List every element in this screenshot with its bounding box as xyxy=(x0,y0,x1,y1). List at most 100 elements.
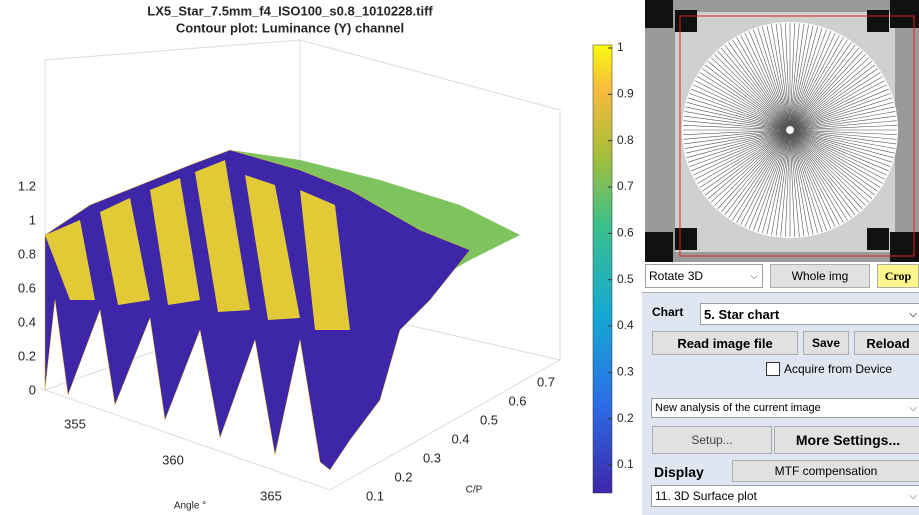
cp-axis-label: C/P xyxy=(466,485,483,496)
spoke xyxy=(792,64,876,128)
spoke xyxy=(736,133,789,223)
spoke xyxy=(717,50,788,128)
spoke xyxy=(762,26,790,127)
spoke xyxy=(704,64,788,128)
crop-frame xyxy=(679,15,915,257)
spoke xyxy=(687,97,787,130)
acquire-checkbox[interactable]: Acquire from Device xyxy=(766,359,892,379)
spoke xyxy=(790,133,809,236)
cp-tick-label: 0.5 xyxy=(480,412,498,427)
spoke xyxy=(792,132,856,216)
spoke xyxy=(697,131,787,184)
spoke xyxy=(744,32,789,127)
cp-tick-label: 0.2 xyxy=(394,469,412,484)
spoke xyxy=(792,133,852,218)
spoke xyxy=(757,133,790,233)
spoke xyxy=(790,27,823,127)
spoke xyxy=(689,131,787,167)
spoke xyxy=(793,76,883,129)
z-tick-label: 1.2 xyxy=(18,178,36,193)
more-settings-button[interactable]: More Settings... xyxy=(774,426,919,454)
spoke xyxy=(793,130,896,149)
spoke xyxy=(702,132,787,192)
spoke xyxy=(766,25,790,127)
surface xyxy=(44,149,520,471)
chart-label: Chart xyxy=(652,305,684,319)
display-select[interactable]: 11. 3D Surface plot xyxy=(651,485,919,507)
analysis-select[interactable]: New analysis of the current image xyxy=(651,398,919,418)
spoke xyxy=(771,133,790,236)
spoke xyxy=(791,133,840,226)
colorbar-tick-label: 0.3 xyxy=(617,365,634,379)
spoke xyxy=(793,132,878,192)
spoke xyxy=(793,97,893,130)
spoke xyxy=(684,111,787,130)
angle-tick-label: 360 xyxy=(162,452,184,467)
chart-select[interactable]: 5. Star chart xyxy=(700,303,919,325)
spoke xyxy=(791,133,848,221)
spoke xyxy=(792,57,870,128)
z-tick-label: 1 xyxy=(29,212,36,227)
spoke xyxy=(683,129,787,135)
spoke xyxy=(728,133,788,218)
display-label: Display xyxy=(654,464,704,480)
spoke xyxy=(686,102,787,130)
spoke xyxy=(793,131,888,176)
spoke xyxy=(793,93,891,129)
spoke xyxy=(791,31,832,127)
spoke xyxy=(702,68,787,128)
surface-plot: LX5_Star_7.5mm_f4_ISO100_s0.8_1010228.ti… xyxy=(18,3,634,512)
spoke xyxy=(790,23,800,127)
image-preview xyxy=(645,0,919,262)
spoke xyxy=(707,132,788,200)
spoke xyxy=(791,133,844,223)
spoke xyxy=(792,44,856,128)
spoke xyxy=(691,131,787,172)
spoke xyxy=(728,42,788,127)
spoke xyxy=(793,102,894,130)
spoke xyxy=(766,133,790,235)
spoke xyxy=(685,106,787,130)
spoke xyxy=(793,106,895,130)
view-select[interactable]: Rotate 3D xyxy=(645,264,763,288)
reload-button[interactable]: Reload xyxy=(854,331,919,355)
spoke xyxy=(771,24,790,127)
spoke xyxy=(793,131,881,188)
crop-button[interactable]: Crop xyxy=(877,264,919,288)
plot-subtitle: Contour plot: Luminance (Y) channel xyxy=(176,20,404,35)
spoke xyxy=(685,130,787,154)
spoke xyxy=(683,125,787,131)
plot-title: LX5_Star_7.5mm_f4_ISO100_s0.8_1010228.ti… xyxy=(147,3,433,18)
cp-tick-label: 0.3 xyxy=(423,450,441,465)
spoke xyxy=(793,130,894,158)
spoke xyxy=(793,131,891,167)
save-button[interactable]: Save xyxy=(803,331,849,355)
read-image-button[interactable]: Read image file xyxy=(652,331,798,355)
spoke xyxy=(775,133,790,237)
spoke xyxy=(736,37,789,127)
spoke xyxy=(790,133,823,233)
spoke xyxy=(740,133,789,226)
spoke xyxy=(791,29,827,127)
spoke xyxy=(793,131,886,180)
spoke xyxy=(785,23,791,127)
spoke xyxy=(793,80,886,129)
spoke xyxy=(704,132,788,196)
spoke xyxy=(720,47,788,128)
mtf-compensation-button[interactable]: MTF compensation xyxy=(732,460,919,482)
spoke xyxy=(762,133,790,234)
spoke xyxy=(699,72,787,129)
spoke xyxy=(790,26,818,127)
spoke xyxy=(720,132,788,213)
spoke xyxy=(724,44,788,128)
spoke xyxy=(793,68,878,128)
spoke xyxy=(790,133,805,237)
spoke xyxy=(790,25,814,127)
spoke xyxy=(753,29,789,127)
spoke xyxy=(793,130,897,145)
whole-img-button[interactable]: Whole img xyxy=(770,264,870,288)
setup-button[interactable]: Setup... xyxy=(652,426,772,454)
spoke xyxy=(793,88,889,129)
angle-axis-label: Angle ° xyxy=(174,501,206,512)
